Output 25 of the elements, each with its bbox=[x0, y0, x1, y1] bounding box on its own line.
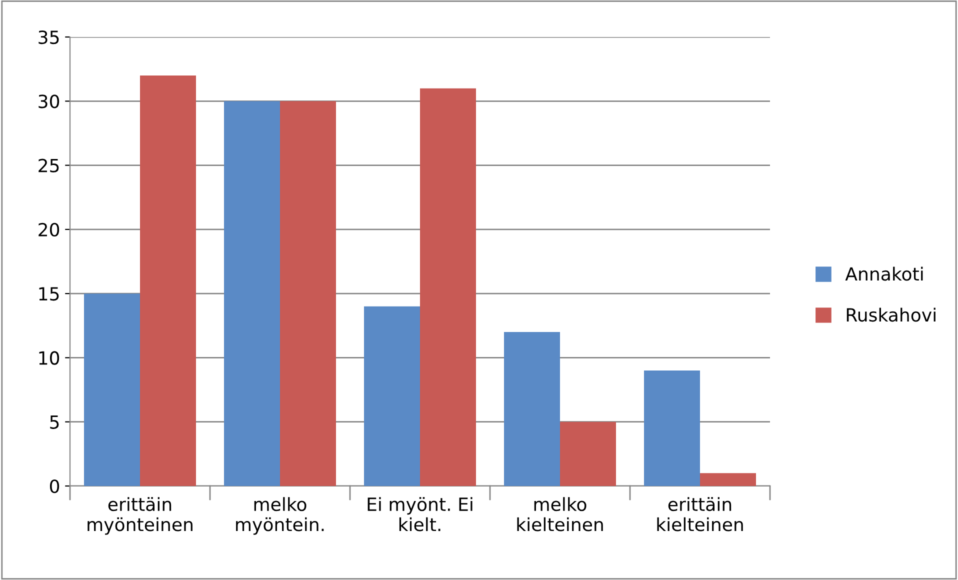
bar bbox=[280, 101, 336, 486]
bar bbox=[504, 332, 560, 486]
bar bbox=[84, 294, 140, 486]
bar bbox=[560, 422, 616, 486]
x-tick-label: erittäin myönteinen bbox=[88, 497, 192, 535]
bar bbox=[420, 88, 476, 486]
x-tick-label: Ei myönt. Ei kielt. bbox=[368, 497, 472, 532]
y-tick-label: 25 bbox=[38, 158, 59, 172]
bar bbox=[224, 101, 280, 486]
y-tick-label: 20 bbox=[38, 222, 60, 237]
y-tick-label: 35 bbox=[38, 30, 59, 44]
bar bbox=[700, 473, 756, 486]
y-tick-label: 30 bbox=[38, 94, 60, 108]
bar bbox=[364, 306, 420, 486]
legend-label: Annakoti bbox=[845, 266, 923, 281]
x-tick-label: melko myöntein. bbox=[236, 497, 324, 535]
y-tick-label: 10 bbox=[39, 351, 60, 365]
y-tick-label: 15 bbox=[39, 287, 59, 301]
bar bbox=[140, 75, 196, 486]
legend-label: Ruskahovi bbox=[846, 308, 936, 322]
y-tick-label: 0 bbox=[50, 479, 60, 494]
x-tick-label: melko kielteinen bbox=[517, 497, 603, 532]
bar bbox=[644, 370, 700, 486]
x-tick-label: erittäin kielteinen bbox=[657, 497, 743, 532]
y-tick-label: 5 bbox=[50, 416, 59, 429]
